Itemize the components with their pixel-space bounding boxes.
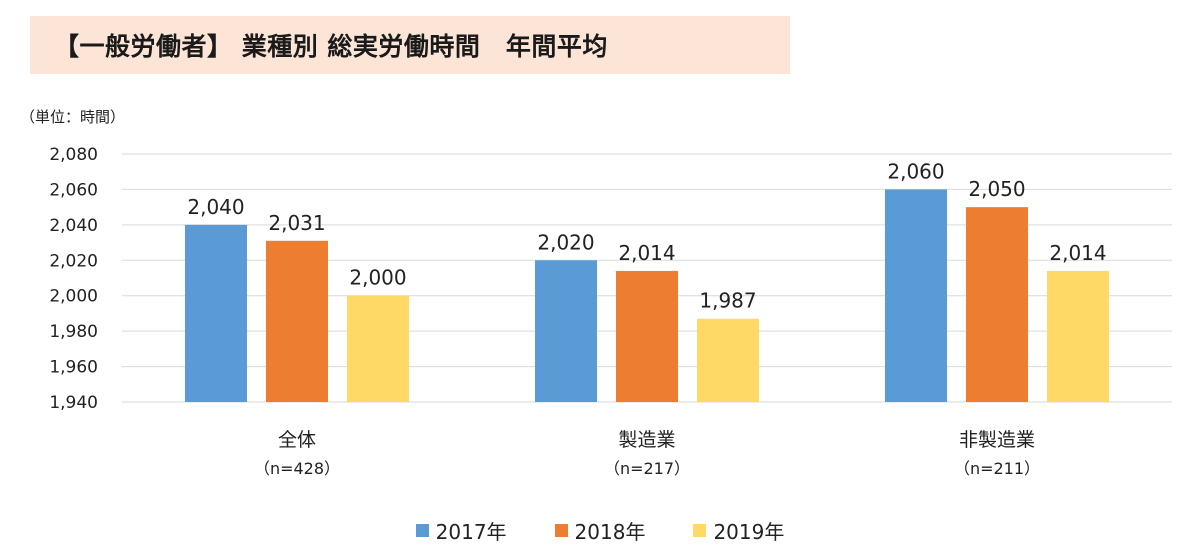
data-label: 2,050 — [968, 177, 1025, 201]
bar — [535, 260, 597, 402]
category-label: 非製造業 — [959, 429, 1035, 451]
legend-swatch — [415, 524, 429, 537]
bar — [966, 207, 1028, 402]
y-tick-label: 1,960 — [49, 358, 98, 378]
data-label: 2,031 — [268, 211, 325, 235]
bar — [616, 270, 678, 402]
legend-swatch — [693, 524, 707, 537]
category-label: 製造業 — [618, 429, 675, 451]
bar — [347, 295, 409, 402]
bar — [885, 189, 947, 402]
unit-label: （単位：時間） — [20, 108, 126, 126]
y-tick-label: 1,980 — [49, 322, 98, 342]
y-tick-label: 2,040 — [49, 216, 98, 236]
x-axis-categories: 全体 （n=428） 製造業 （n=217） 非製造業 （n=211） — [254, 429, 1040, 478]
data-label: 2,014 — [1049, 241, 1106, 265]
bar — [185, 224, 247, 402]
bars — [185, 189, 1109, 402]
data-label: 2,060 — [887, 159, 944, 183]
y-tick-label: 2,080 — [49, 145, 98, 165]
chart-title: 【一般労働者】 業種別 総実労働時間 年間平均 — [54, 32, 608, 61]
bar — [266, 240, 328, 402]
category-sublabel: （n=428） — [254, 459, 340, 478]
data-label: 2,040 — [187, 195, 244, 219]
legend: 2017年 2018年 2019年 — [0, 516, 1200, 545]
legend-label: 2017年 — [435, 520, 507, 544]
data-label: 2,020 — [537, 230, 594, 254]
legend-item: 2018年 — [554, 516, 646, 545]
title-banner: 【一般労働者】 業種別 総実労働時間 年間平均 — [30, 16, 790, 74]
legend-item: 2017年 — [415, 516, 507, 545]
legend-item: 2019年 — [693, 516, 784, 545]
legend-swatch — [554, 524, 568, 537]
legend-label: 2018年 — [574, 520, 646, 544]
data-label: 2,014 — [618, 241, 675, 265]
bar-chart: 1,940 1,960 1,980 2,000 2,020 2,040 2,060 2,080… — [49, 145, 1172, 478]
category-sublabel: （n=217） — [604, 459, 690, 478]
category-label: 全体 — [278, 429, 316, 451]
data-labels: 2,040 2,031 2,000 2,020 2,014 1,987 2,060 2,050… — [187, 159, 1106, 312]
bar — [697, 318, 759, 402]
data-label: 2,000 — [349, 266, 406, 290]
y-tick-label: 1,940 — [49, 393, 98, 413]
y-tick-label: 2,020 — [49, 251, 98, 271]
category-sublabel: （n=211） — [954, 459, 1040, 478]
y-tick-label: 2,000 — [49, 287, 98, 307]
y-axis-ticks: 1,940 1,960 1,980 2,000 2,020 2,040 2,060 2,080 — [49, 145, 98, 413]
y-tick-label: 2,060 — [49, 180, 98, 200]
bar — [1047, 270, 1109, 402]
legend-label: 2019年 — [713, 520, 785, 544]
data-label: 1,987 — [699, 289, 756, 313]
